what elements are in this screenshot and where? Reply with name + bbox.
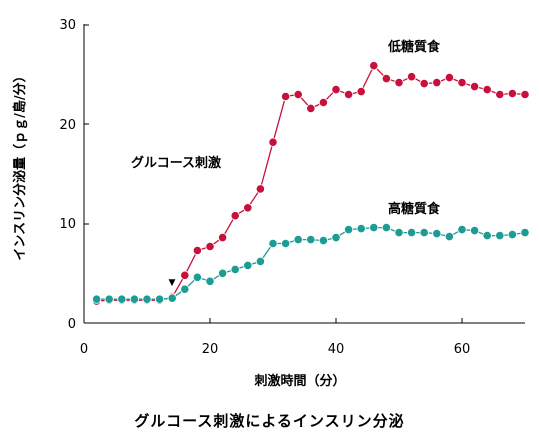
data-point [394,228,404,238]
data-point [306,103,316,114]
data-point [318,236,328,246]
data-point [180,284,190,294]
series-line [96,64,526,302]
data-point [306,235,316,245]
y-tick-label: 20 [59,118,76,133]
data-point [280,91,291,102]
y-tick-label: 30 [59,18,76,33]
data-point [457,78,467,88]
data-point [406,72,417,82]
data-point [495,89,505,100]
x-axis-group: 0 20 40 60 [80,318,525,357]
data-point [255,184,265,194]
chart: 0 10 20 30 0 20 40 60 刺激時間（分） インスリン分泌量（ｐ… [12,18,530,389]
data-point [255,256,265,266]
data-point [369,61,379,71]
data-point [507,230,518,240]
data-point [318,97,328,108]
data-point [192,272,202,282]
data-point [155,294,165,304]
data-point [117,294,127,304]
data-point [142,294,152,304]
y-tick-label: 0 [68,317,76,332]
x-axis-label: 刺激時間（分） [254,373,345,389]
data-point [432,229,442,239]
data-point [230,264,240,274]
data-point [369,223,379,233]
x-tick-label: 40 [328,342,345,357]
data-point [356,87,366,97]
series-1 [92,223,530,304]
x-tick-label: 60 [454,342,471,357]
data-point [381,74,391,84]
data-point [444,73,454,83]
data-point [92,294,102,304]
data-point [482,231,492,241]
data-point [218,233,228,243]
data-point [230,211,240,221]
data-point [432,78,442,88]
data-point [268,238,278,249]
stimulus-marker-icon: ▼ [169,278,176,288]
y-tick-label: 10 [59,217,76,232]
data-point [381,223,391,233]
data-point [343,225,354,235]
series-label-low-carb: 低糖質食 [387,39,441,55]
stimulus-annotation: グルコース刺激 [131,155,222,171]
x-tick-label: 0 [80,342,88,357]
data-point [180,270,190,280]
data-point [419,228,429,238]
data-point [280,238,291,249]
data-point [469,226,480,236]
data-point [406,228,417,238]
series-label-high-carb: 高糖質食 [388,201,441,217]
data-point [243,203,253,213]
data-point [293,235,303,245]
data-point [394,78,404,88]
data-point [218,268,228,278]
data-point [104,294,114,304]
data-point [356,224,366,234]
data-point [343,89,354,100]
data-point [331,233,341,243]
data-point [482,85,492,95]
data-point [507,88,518,99]
data-point [444,232,454,242]
data-point [129,294,139,304]
data-point [419,79,429,89]
data-point [469,82,480,92]
data-point [268,137,278,147]
data-point [457,225,467,235]
data-point [293,89,303,100]
y-axis-group: 0 10 20 30 [59,18,89,332]
data-point [520,89,530,100]
data-point [495,231,505,241]
data-point [243,260,253,270]
y-axis-label: インスリン分泌量（ｐｇ/島/分） [12,69,28,260]
data-point [205,276,215,286]
series-0 [92,61,530,306]
data-point [167,293,177,303]
data-point [520,228,530,238]
data-point [192,245,202,256]
x-tick-label: 20 [202,342,219,357]
data-point [205,241,215,252]
data-point [331,85,341,95]
figure-caption: グルコース刺激によるインスリン分泌 [134,412,405,430]
series-layer [92,61,530,306]
